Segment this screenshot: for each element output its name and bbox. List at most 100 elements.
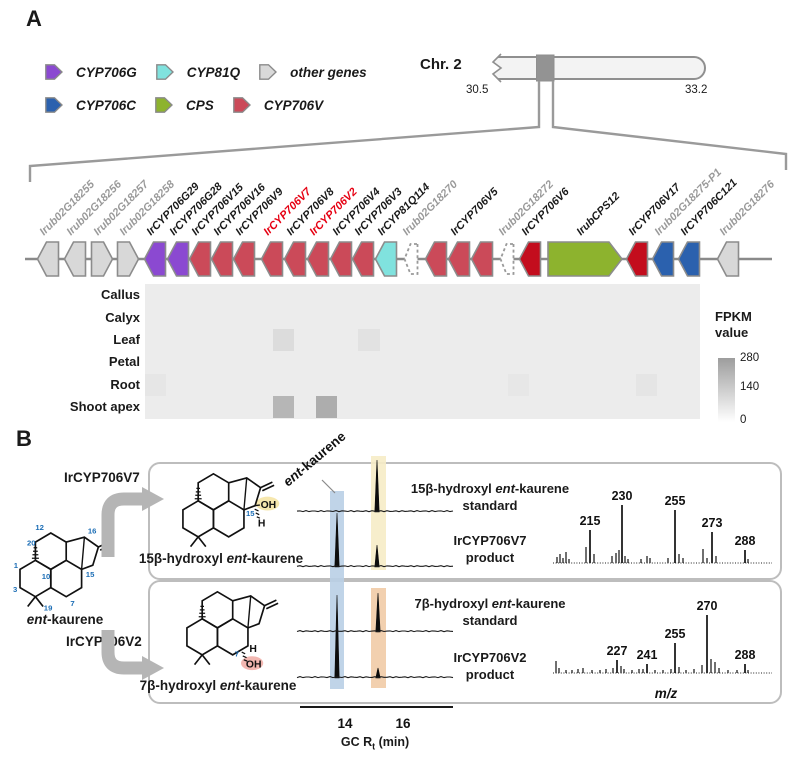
gene-arrow	[424, 241, 448, 277]
molecule-15b-hydroxyl-ent-kaurene: OH H 15	[182, 472, 280, 548]
atom-number: 15	[86, 570, 95, 579]
chromosome-end-label: 33.2	[685, 84, 708, 96]
legend-item: CPS	[155, 97, 214, 113]
molecule-ent-kaurene: 1 3 7 10 12 15 16 19 20	[13, 523, 113, 613]
enzyme-label-v7: IrCYP706V7	[64, 470, 140, 485]
atom-number: 3	[13, 585, 17, 594]
product-label-15b: 15β-hydroxyl ent-kaurene	[138, 551, 304, 566]
atom-number: 12	[35, 523, 44, 532]
gene-arrow	[499, 243, 515, 275]
legend-item: CYP706V	[232, 97, 324, 113]
gc-trace-label: IrCYP706V7 product	[453, 533, 527, 565]
panel-a-label: A	[26, 6, 42, 31]
heatmap-row-label: Calyx	[105, 309, 140, 325]
gene-arrow	[403, 243, 419, 275]
gene-arrow	[470, 241, 494, 277]
site-number: 7	[235, 649, 239, 658]
atom-number: 10	[42, 572, 51, 581]
chromosome-capsule	[486, 53, 706, 83]
legend-item-label: CPS	[186, 97, 214, 113]
fpkm-tick-280: 280	[740, 352, 760, 364]
heatmap-row-label: Leaf	[113, 332, 140, 348]
gc-trace-label: 15β-hydroxyl ent-kaurene standard	[410, 481, 570, 513]
gc-axis-tick: 16	[395, 716, 411, 731]
gene-arrow	[351, 241, 375, 277]
heatmap-cell	[507, 373, 530, 397]
legend-item-label: CYP706C	[76, 97, 137, 113]
atom-number: 19	[44, 604, 53, 613]
heatmap-cell	[315, 396, 338, 419]
gene-arrow	[188, 241, 212, 277]
chromosome-band	[536, 54, 555, 82]
legend-item: CYP706G	[45, 64, 137, 80]
chromosome-name: Chr. 2	[420, 56, 462, 73]
heatmap-cell	[358, 328, 380, 352]
gene-arrow-icon	[232, 97, 251, 113]
oh-highlight	[241, 656, 264, 671]
fpkm-tick-140: 140	[740, 381, 760, 393]
gene-arrow-icon	[155, 97, 174, 113]
fpkm-tick-0: 0	[740, 414, 747, 426]
gene-name: IrubCPS12	[574, 190, 623, 238]
gene-arrow	[166, 241, 190, 277]
atom-number: 7	[70, 599, 74, 608]
result-box-7b	[148, 580, 782, 704]
gene-arrow-icon	[259, 64, 278, 80]
legend-item-label: CYP706V	[263, 97, 324, 113]
heatmap-cell	[635, 373, 658, 397]
gene-arrows	[36, 241, 740, 277]
site-number: 15	[246, 509, 255, 518]
h-label: H	[249, 644, 257, 655]
heatmap-row-label: Root	[110, 376, 140, 392]
gene-arrow	[260, 241, 284, 277]
gene-arrow	[329, 241, 353, 277]
gc-trace-label: IrCYP706V2 product	[453, 650, 527, 682]
gene-arrow	[374, 241, 398, 277]
oh-label: OH	[261, 500, 277, 511]
heatmap-row-label: Callus	[100, 287, 140, 303]
gene-arrow	[547, 241, 624, 277]
heatmap-cell	[273, 328, 295, 352]
gene-arrow	[651, 241, 675, 277]
gene-arrow	[36, 241, 60, 277]
gene-arrow	[116, 241, 140, 277]
torn-edge-icon	[486, 54, 501, 82]
gc-axis-tick: 14	[337, 716, 353, 731]
gene-arrow	[518, 241, 542, 277]
gene-arrow	[283, 241, 307, 277]
expression-heatmap	[145, 284, 700, 419]
legend: CYP706G CYP81Q other genes CYP706C CPS CYP706…	[45, 60, 367, 117]
result-box-15b	[148, 462, 782, 580]
gene-name: IrCYP706V5	[448, 185, 501, 238]
gene-arrow	[63, 241, 87, 277]
hash-bond-icon	[241, 651, 248, 662]
gene-arrow	[677, 241, 701, 277]
gene-arrow	[716, 241, 740, 277]
methyl-hash-bond-icon	[31, 547, 39, 559]
gene-arrow	[90, 241, 114, 277]
atom-number: 1	[14, 561, 19, 570]
gene-arrow	[306, 241, 330, 277]
gene-arrow-icon	[155, 64, 174, 80]
atom-number: 20	[27, 539, 36, 548]
gene-arrow	[143, 241, 167, 277]
gc-trace-label: 7β-hydroxyl ent-kaurene standard	[414, 596, 566, 628]
legend-item-label: other genes	[290, 64, 367, 80]
zoom-line-right	[551, 81, 788, 170]
chromosome-start-label: 30.5	[466, 84, 489, 96]
legend-item-label: CYP706G	[76, 64, 137, 80]
gc-axis-title: GC Rt (min)	[340, 735, 410, 752]
gene-arrow-icon	[45, 64, 63, 80]
heatmap-row-label: Shoot apex	[69, 399, 140, 415]
fpkm-colorbar	[718, 358, 735, 422]
legend-row: CYP706G CYP81Q other genes	[45, 60, 367, 84]
oh-highlight	[255, 496, 280, 511]
molecule-7b-hydroxyl-ent-kaurene: H OH 7	[186, 590, 279, 671]
legend-item: CYP81Q	[155, 64, 241, 80]
substrate-label: ent-kaurene	[26, 612, 104, 627]
gene-arrow-icon	[45, 97, 63, 113]
enzyme-label-v2: IrCYP706V2	[66, 634, 142, 649]
heatmap-cell	[273, 396, 295, 419]
legend-item: CYP706C	[45, 97, 136, 113]
legend-item-label: CYP81Q	[186, 64, 241, 80]
